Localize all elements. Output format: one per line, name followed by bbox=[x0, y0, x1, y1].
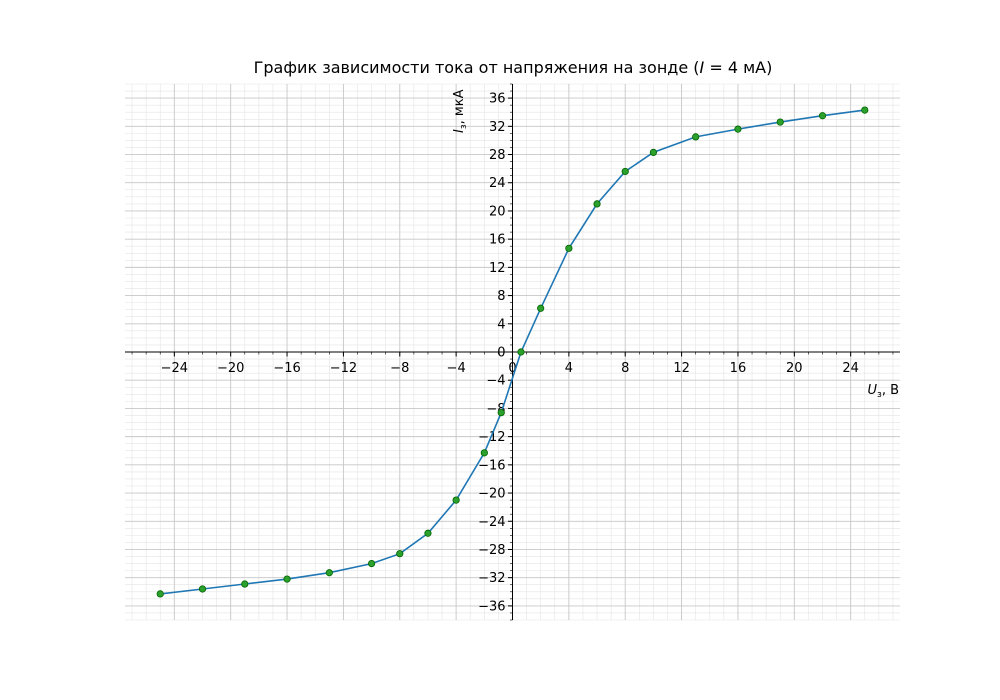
x-tick-label: 8 bbox=[621, 361, 629, 376]
data-point bbox=[621, 167, 629, 176]
x-axis-label-sub: з bbox=[877, 390, 882, 400]
data-point bbox=[156, 590, 164, 598]
x-tick-label: −4 bbox=[447, 361, 466, 376]
y-tick-label: 20 bbox=[489, 204, 506, 219]
y-axis-label-var: I bbox=[452, 129, 467, 133]
data-point bbox=[517, 348, 525, 356]
x-tick-label: 4 bbox=[565, 361, 573, 376]
data-point bbox=[593, 200, 601, 208]
x-axis-label-unit: , В bbox=[882, 383, 899, 398]
y-tick-label: −36 bbox=[478, 599, 505, 614]
data-point bbox=[241, 580, 249, 588]
series-line-group bbox=[160, 109, 865, 595]
data-point bbox=[325, 569, 333, 577]
y-tick-label: 12 bbox=[489, 261, 506, 276]
x-tick-label: 24 bbox=[842, 361, 859, 376]
y-tick-label: 4 bbox=[497, 317, 505, 332]
y-tick-label: −20 bbox=[478, 487, 505, 502]
y-axis-label-sub: з bbox=[459, 124, 469, 129]
data-point bbox=[818, 112, 827, 120]
x-tick-label: −8 bbox=[390, 361, 409, 376]
y-tick-label: 24 bbox=[489, 176, 506, 191]
y-tick-label: 0 bbox=[497, 346, 505, 361]
title-suffix: = 4 мА) bbox=[704, 58, 773, 77]
data-point bbox=[497, 409, 505, 417]
data-point bbox=[649, 148, 658, 157]
data-point bbox=[283, 575, 291, 583]
data-point bbox=[565, 244, 573, 252]
y-tick-label: −16 bbox=[478, 458, 505, 473]
x-tick-label: 16 bbox=[730, 361, 747, 376]
chart-title: График зависимости тока от напряжения на… bbox=[0, 58, 1000, 77]
y-tick-label: 32 bbox=[489, 120, 506, 135]
title-variable: I bbox=[699, 58, 705, 77]
x-tick-label: −12 bbox=[330, 361, 357, 376]
data-point bbox=[198, 585, 207, 593]
y-tick-label: −12 bbox=[478, 430, 505, 445]
title-prefix: График зависимости тока от напряжения на… bbox=[253, 58, 700, 77]
data-point bbox=[734, 125, 742, 133]
data-point bbox=[424, 529, 432, 537]
y-tick-label: 36 bbox=[489, 92, 506, 107]
data-point bbox=[452, 496, 460, 504]
x-tick-label: −24 bbox=[161, 361, 188, 376]
data-point bbox=[692, 133, 700, 141]
y-tick-label: 8 bbox=[497, 289, 505, 304]
x-tick-label: 20 bbox=[786, 361, 803, 376]
x-tick-label: −16 bbox=[273, 361, 300, 376]
y-tick-label: −28 bbox=[478, 543, 505, 558]
x-axis-label: Uз, В bbox=[868, 383, 900, 400]
x-tick-label: 0 bbox=[508, 361, 516, 376]
data-point bbox=[776, 118, 784, 126]
data-point bbox=[537, 304, 545, 312]
y-tick-label: −4 bbox=[486, 374, 505, 389]
data-point bbox=[861, 106, 869, 114]
y-tick-label: 16 bbox=[489, 233, 506, 248]
x-axis-label-var: U bbox=[868, 383, 878, 398]
series-points-group bbox=[156, 106, 869, 598]
ticks: −24 −20 −16 −12 −8 −4 0 4 8 12 16 20 24−36−32−28−24−… bbox=[131, 83, 894, 621]
y-axis-label: Iз, мкА bbox=[452, 89, 469, 133]
y-tick-label: −24 bbox=[478, 515, 505, 530]
data-point bbox=[480, 449, 488, 457]
data-point bbox=[396, 550, 404, 558]
y-tick-label: 28 bbox=[489, 148, 506, 163]
data-point bbox=[367, 559, 376, 568]
series-line bbox=[160, 109, 865, 595]
y-axis-label-unit: , мкА bbox=[452, 89, 467, 124]
x-tick-label: 12 bbox=[673, 361, 690, 376]
x-tick-label: −20 bbox=[217, 361, 244, 376]
y-tick-label: −32 bbox=[478, 571, 505, 586]
